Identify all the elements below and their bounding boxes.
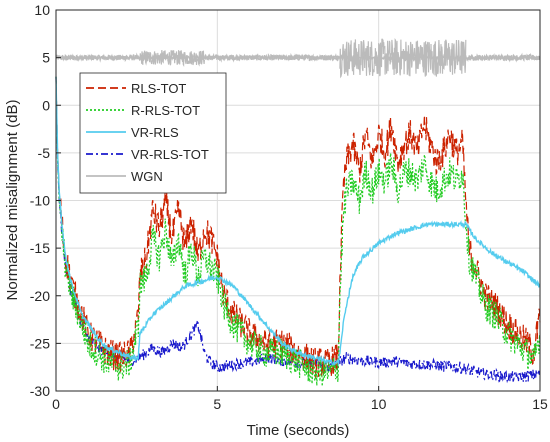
series-layer: [55, 53, 541, 387]
legend-label: VR-RLS: [131, 125, 179, 140]
axis-ticks: 0 5 10 15 -30 -25 -20 -15 -10 -5 0 5 10: [30, 2, 548, 412]
y-tick-label: -30: [30, 383, 50, 399]
series-line-vr-rls-tot: [55, 76, 541, 384]
x-axis-label: Time (seconds): [247, 422, 350, 439]
series-line-rls-tot: [55, 76, 541, 378]
y-tick-label: -20: [30, 288, 50, 304]
legend-label: VR-RLS-TOT: [131, 147, 209, 162]
legend-label: R-RLS-TOT: [131, 103, 200, 118]
x-tick-label: 10: [371, 396, 387, 412]
legend: RLS-TOT R-RLS-TOT VR-RLS VR-RLS-TOT WGN: [79, 72, 227, 194]
y-tick-label: -15: [30, 240, 50, 256]
wgn-noise-segment: [139, 50, 205, 67]
y-tick-label: -5: [38, 145, 51, 161]
y-tick-label: 10: [34, 2, 50, 18]
wgn-noise-segment: [339, 38, 467, 79]
series-line-wgn: [56, 53, 541, 62]
series-line-vr-rls: [55, 76, 541, 366]
y-tick-label: 0: [42, 97, 50, 113]
legend-label: RLS-TOT: [131, 81, 186, 96]
x-tick-label: 15: [532, 396, 548, 412]
y-axis-label: Normalized misalignment (dB): [4, 100, 21, 301]
y-tick-label: -10: [30, 193, 50, 209]
x-tick-label: 5: [213, 396, 221, 412]
y-tick-label: 5: [42, 50, 50, 66]
legend-label: WGN: [131, 169, 163, 184]
series-line-r-rls-tot: [55, 76, 541, 387]
legend-box: [79, 72, 227, 194]
y-tick-label: -25: [30, 335, 50, 351]
x-tick-label: 0: [52, 396, 60, 412]
